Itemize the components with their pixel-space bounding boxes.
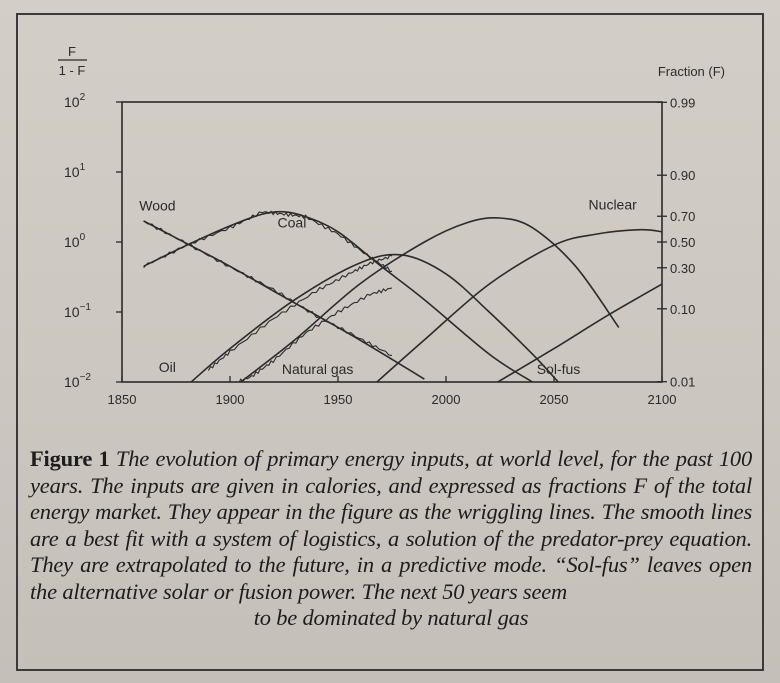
series-line-sol-fus (497, 283, 662, 382)
series-label-natural-gas: Natural gas (282, 361, 354, 377)
caption-body: The evolution of primary energy inputs, … (30, 446, 753, 604)
x-tick-label: 2000 (432, 392, 461, 407)
figure-caption: Figure 1 The evolution of primary energy… (30, 446, 752, 632)
left-tick-label: 100 (64, 232, 86, 250)
right-tick-label: 0.99 (670, 95, 695, 110)
figure-frame (16, 13, 764, 671)
caption-label: Figure 1 (30, 446, 110, 471)
series-label-oil: Oil (159, 359, 176, 375)
right-axis-label: Fraction (F) (658, 64, 725, 79)
x-tick-label: 2100 (648, 392, 677, 407)
right-tick-label: 0.90 (670, 168, 695, 183)
historical-line-natural-gas (235, 287, 393, 382)
right-tick-label: 0.70 (670, 209, 695, 224)
caption-last-line: to be dominated by natural gas (253, 605, 529, 630)
left-tick-label: 102 (64, 92, 86, 110)
left-axis-label-bottom: 1 - F (59, 63, 86, 78)
series-line-coal (143, 210, 533, 382)
left-tick-label: 10−1 (64, 302, 91, 320)
right-tick-label: 0.30 (670, 261, 695, 276)
x-tick-label: 1850 (108, 392, 137, 407)
x-tick-label: 1900 (216, 392, 245, 407)
right-tick-label: 0.10 (670, 302, 695, 317)
x-tick-label: 1950 (324, 392, 353, 407)
left-tick-label: 10−2 (64, 372, 91, 390)
right-tick-label: 0.01 (670, 375, 695, 390)
right-tick-label: 0.50 (670, 235, 695, 250)
series-label-wood: Wood (139, 198, 175, 214)
energy-chart: F 1 - F 102 101 100 10−1 10−2 Fraction (F) 0.99 0… (58, 44, 725, 407)
series-line-nuclear (376, 228, 662, 382)
series-label-nuclear: Nuclear (589, 197, 638, 213)
plot-area (121, 101, 663, 383)
left-tick-label: 101 (64, 162, 86, 180)
historical-line-coal (143, 210, 393, 272)
series-label-sol-fus: Sol-fus (537, 361, 581, 377)
historical-line-oil (207, 254, 393, 371)
series-line-oil (190, 253, 559, 382)
x-tick-label: 2050 (540, 392, 569, 407)
series-label-coal: Coal (278, 215, 307, 231)
series-line-natural-gas (240, 216, 620, 382)
left-axis-label-top: F (68, 44, 76, 59)
